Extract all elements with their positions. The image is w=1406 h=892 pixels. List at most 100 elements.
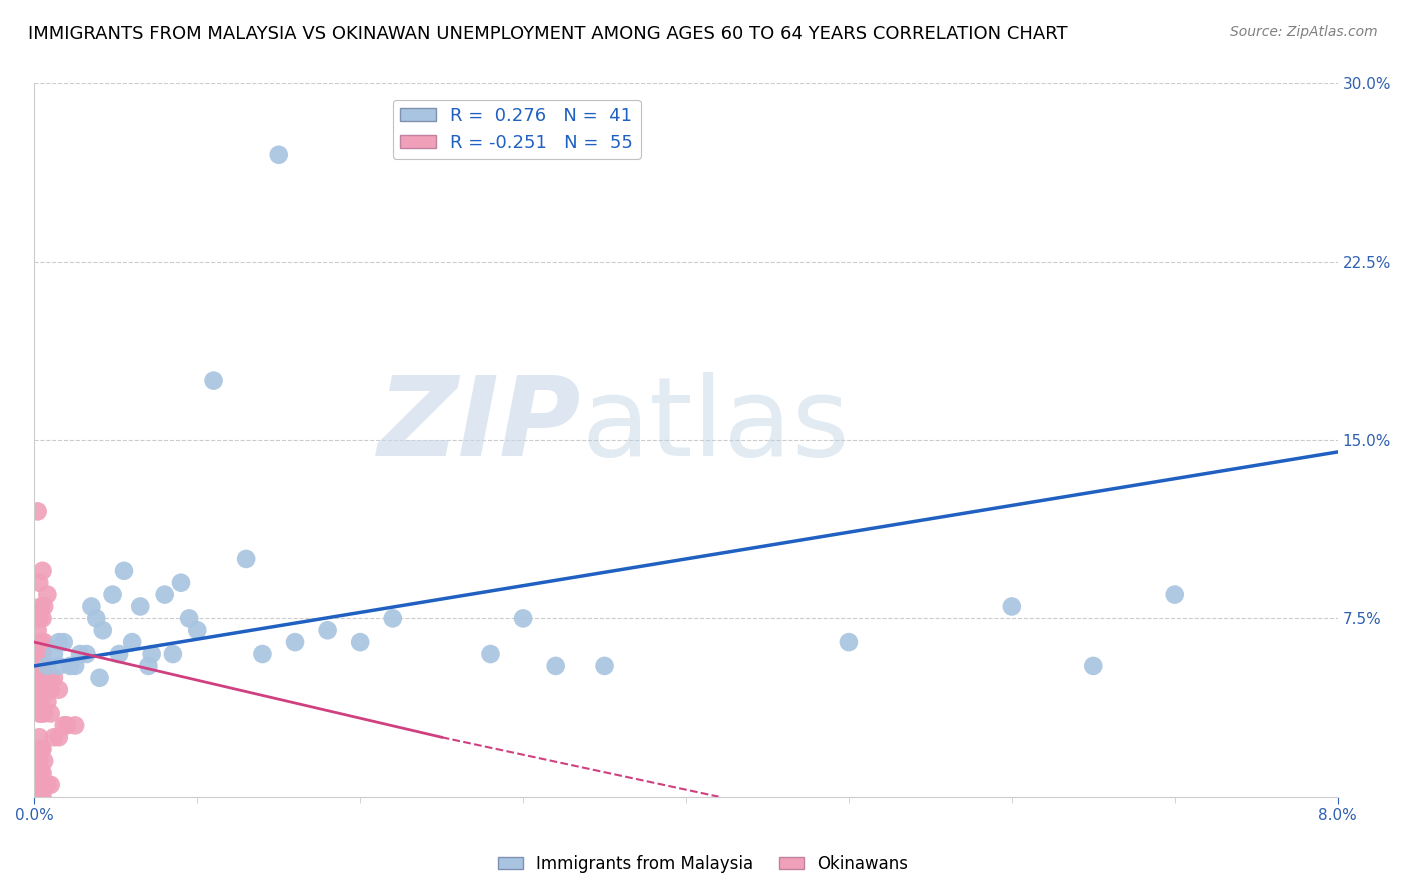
Point [27,695,49,709]
Point [31,742,53,756]
Point [30,789,52,804]
Point [1001,599,1024,614]
Point [37,588,59,602]
Point [28,682,51,697]
Point [30,659,52,673]
Point [28,754,51,768]
Point [48,731,70,745]
Point [179,611,201,625]
Point [48,682,70,697]
Point [121,635,143,649]
Point [30,671,52,685]
Point [89,671,111,685]
Point [186,624,208,638]
Point [30,706,52,721]
Point [31,611,53,625]
Point [31,765,53,780]
Point [267,148,290,162]
Text: atlas: atlas [582,372,851,479]
Legend: R =  0.276   N =  41, R = -0.251   N =  55: R = 0.276 N = 41, R = -0.251 N = 55 [392,100,641,159]
Text: Source: ZipAtlas.com: Source: ZipAtlas.com [1230,25,1378,39]
Point [141,647,163,661]
Point [28,671,51,685]
Point [162,647,184,661]
Point [80,599,103,614]
Point [31,564,53,578]
Point [32,599,55,614]
Point [252,647,274,661]
Point [153,588,176,602]
Point [37,695,59,709]
Point [30,695,52,709]
Point [31,789,53,804]
Point [1164,588,1187,602]
Point [170,575,193,590]
Text: IMMIGRANTS FROM MALAYSIA VS OKINAWAN UNEMPLOYMENT AMONG AGES 60 TO 64 YEARS CORR: IMMIGRANTS FROM MALAYSIA VS OKINAWAN UNE… [28,25,1067,43]
Point [28,575,51,590]
Point [52,635,75,649]
Point [48,635,70,649]
Point [59,659,82,673]
Point [284,635,307,649]
Point [37,659,59,673]
Point [544,659,567,673]
Point [30,742,52,756]
Point [27,765,49,780]
Point [28,778,51,792]
Legend: Immigrants from Malaysia, Okinawans: Immigrants from Malaysia, Okinawans [492,848,914,880]
Point [28,659,51,673]
Point [129,599,152,614]
Point [31,647,53,661]
Point [28,706,51,721]
Point [27,624,49,638]
Point [52,718,75,732]
Point [349,635,371,649]
Point [31,682,53,697]
Point [56,718,79,732]
Point [32,778,55,792]
Point [316,624,339,638]
Point [42,647,65,661]
Point [235,552,257,566]
Point [101,588,124,602]
Point [381,611,404,625]
Point [1083,659,1105,673]
Point [37,778,59,792]
Point [593,659,616,673]
Point [28,611,51,625]
Point [39,778,62,792]
Point [31,659,53,673]
Point [91,624,114,638]
Text: ZIP: ZIP [378,372,582,479]
Point [27,659,49,673]
Point [30,765,52,780]
Point [27,647,49,661]
Point [30,599,52,614]
Point [479,647,502,661]
Point [108,647,131,661]
Point [39,682,62,697]
Point [48,659,70,673]
Point [32,635,55,649]
Point [63,718,86,732]
Point [27,682,49,697]
Point [28,731,51,745]
Point [76,647,98,661]
Point [63,659,86,673]
Point [32,706,55,721]
Point [27,754,49,768]
Point [42,671,65,685]
Point [202,374,225,388]
Point [42,731,65,745]
Point [138,659,160,673]
Point [39,671,62,685]
Point [112,564,135,578]
Point [32,754,55,768]
Point [838,635,860,649]
Point [30,635,52,649]
Point [28,647,51,661]
Point [37,671,59,685]
Point [512,611,534,625]
Point [84,611,107,625]
Point [27,504,49,518]
